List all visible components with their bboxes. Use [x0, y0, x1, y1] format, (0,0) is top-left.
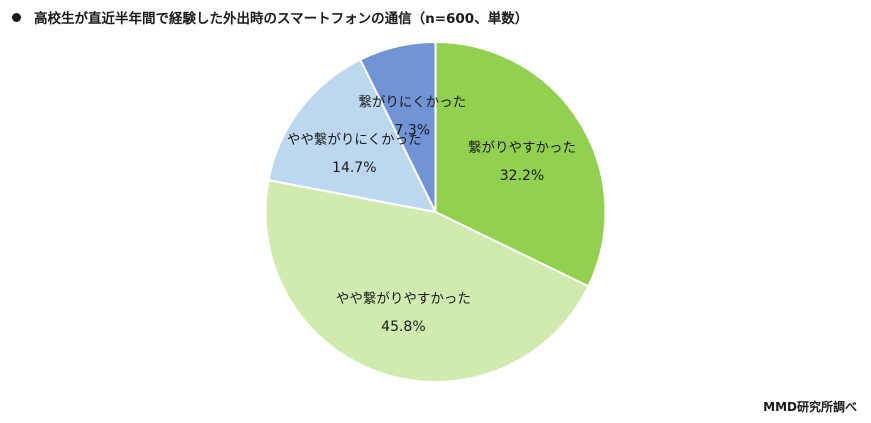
- chart-title-row: 高校生が直近半年間で経験した外出時のスマートフォンの通信（n=600、単数）: [12, 6, 528, 28]
- slice-label-somewhat-easy: やや繋がりやすかった: [336, 291, 471, 307]
- slice-label-easy: 繋がりやすかった: [468, 140, 576, 156]
- slice-value-somewhat-easy: 45.8%: [381, 319, 425, 335]
- pie-slice-somewhat-hard: [267, 58, 438, 214]
- pie-slice-easy: [434, 40, 607, 288]
- pie-slice-hard: [358, 40, 437, 213]
- pie-slice-somewhat-easy: [264, 178, 590, 383]
- slice-value-somewhat-hard: 14.7%: [332, 160, 376, 176]
- slice-value-easy: 32.2%: [500, 168, 544, 184]
- source-note: MMD研究所調べ: [763, 400, 857, 414]
- chart-title: 高校生が直近半年間で経験した外出時のスマートフォンの通信（n=600、単数）: [34, 11, 529, 27]
- pie-labels: 繋がりやすかった 32.2% やや繋がりやすかった 45.8% やや繋がりにくかった 14…: [287, 95, 576, 335]
- pie-slices: [264, 40, 607, 383]
- slice-label-hard: 繋がりにくかった: [358, 95, 466, 111]
- bullet-icon: [12, 12, 21, 22]
- slice-value-hard: 7.3%: [395, 123, 431, 139]
- slice-label-somewhat-hard: やや繋がりにくかった: [287, 132, 422, 148]
